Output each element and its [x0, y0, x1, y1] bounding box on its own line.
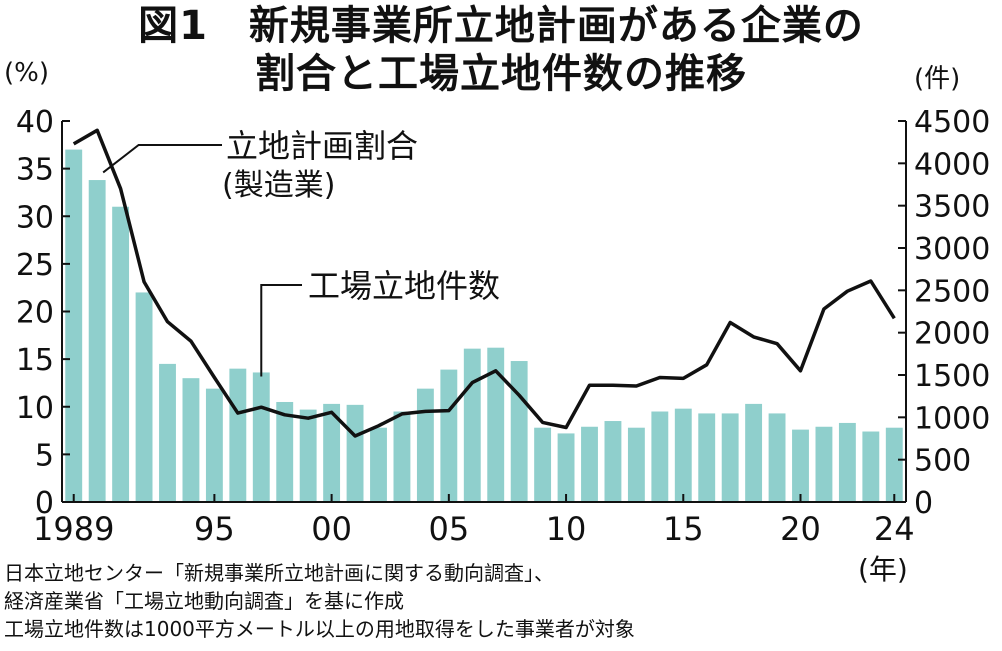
bar-2022 — [838, 422, 856, 502]
bar-1995 — [205, 388, 223, 502]
left-tick-label-0: 0 — [35, 486, 54, 521]
left-tick-label-5: 5 — [35, 438, 54, 473]
line-factory-sites — [72, 128, 896, 438]
x-tick-label-2024: 24 — [874, 510, 915, 548]
x-tick-label-2015: 15 — [663, 510, 704, 548]
bar-2015 — [674, 408, 692, 502]
bar-1993 — [159, 363, 176, 502]
bar-2013 — [627, 427, 645, 502]
right-tick-label-3500: 3500 — [914, 190, 990, 225]
right-tick-label-3000: 3000 — [914, 232, 990, 267]
bar-2003 — [393, 411, 411, 502]
bar-2011 — [581, 426, 598, 502]
right-tick-label-1000: 1000 — [914, 401, 990, 436]
bar-2009 — [534, 427, 552, 502]
bar-2005 — [440, 369, 458, 502]
bar-2002 — [370, 427, 387, 502]
right-tick-label-4500: 4500 — [914, 105, 990, 140]
left-tick-label-20: 20 — [16, 296, 54, 331]
left-tick-label-25: 25 — [16, 248, 54, 283]
bar-2024 — [885, 427, 903, 502]
source-note-2: 経済産業省「工場立地動向調査」を基に作成 — [4, 589, 404, 613]
bar-2010 — [557, 433, 575, 502]
bar-2021 — [815, 426, 833, 502]
x-tick-label-2010: 10 — [546, 510, 587, 548]
bar-2012 — [604, 421, 622, 502]
bar-2017 — [721, 413, 739, 502]
x-tick-label-2005: 05 — [428, 510, 469, 548]
left-tick-label-40: 40 — [16, 105, 54, 140]
x-tick-label-1995: 95 — [194, 510, 235, 548]
bar-2018 — [745, 403, 763, 502]
source-note-1: 日本立地センター「新規事業所立地計画に関する動向調査」、 — [4, 561, 554, 585]
right-tick-label-500: 500 — [914, 444, 971, 479]
bar-2020 — [792, 429, 809, 502]
bar-series-leader — [102, 144, 222, 174]
footnote: 工場立地件数は1000平方メートル以上の用地取得をした事業者が対象 — [4, 617, 635, 641]
right-axis-unit: (件) — [914, 64, 961, 94]
bar-2001 — [346, 404, 364, 502]
x-tick-label-2000: 00 — [311, 510, 352, 548]
bar-2006 — [463, 348, 481, 502]
right-tick-label-1500: 1500 — [914, 359, 990, 394]
x-tick-label-2020: 20 — [780, 510, 821, 548]
bar-2007 — [487, 347, 505, 502]
line-series-label: 工場立地件数 — [308, 267, 500, 305]
bar-1991 — [112, 206, 130, 502]
bar-2019 — [768, 413, 786, 502]
chart-title-line2: 割合と工場立地件数の推移 — [255, 51, 747, 97]
bar-1997 — [252, 372, 270, 502]
left-axis-unit: (%) — [4, 58, 49, 88]
line-series-leader — [260, 284, 302, 377]
year-unit: (年) — [858, 553, 908, 586]
x-tick-label-1989: 1989 — [33, 510, 114, 548]
bar-1998 — [276, 401, 294, 502]
bar-2023 — [862, 431, 880, 502]
bar-series-label-sub: (製造業) — [222, 168, 335, 203]
bar-1996 — [229, 368, 247, 502]
bar-1992 — [135, 292, 153, 502]
bar-2000 — [323, 403, 341, 502]
bar-2008 — [510, 361, 528, 502]
right-tick-label-2500: 2500 — [914, 274, 990, 309]
left-tick-label-15: 15 — [16, 343, 54, 378]
left-tick-label-10: 10 — [16, 391, 54, 426]
right-tick-label-2000: 2000 — [914, 317, 990, 352]
bar-2014 — [651, 411, 669, 502]
right-tick-label-0: 0 — [914, 486, 933, 521]
bar-1999 — [299, 409, 317, 502]
chart-title-line1: 図1 新規事業所立地計画がある企業の — [138, 3, 864, 49]
bar-1994 — [182, 378, 200, 502]
bar-2004 — [416, 388, 434, 502]
left-tick-label-30: 30 — [16, 200, 54, 235]
right-tick-label-4000: 4000 — [914, 147, 990, 182]
bar-series-label: 立地計画割合 — [226, 127, 418, 165]
bar-1989 — [65, 149, 83, 502]
bar-1990 — [88, 180, 106, 502]
bar-2016 — [698, 413, 716, 502]
left-tick-label-35: 35 — [16, 153, 54, 188]
